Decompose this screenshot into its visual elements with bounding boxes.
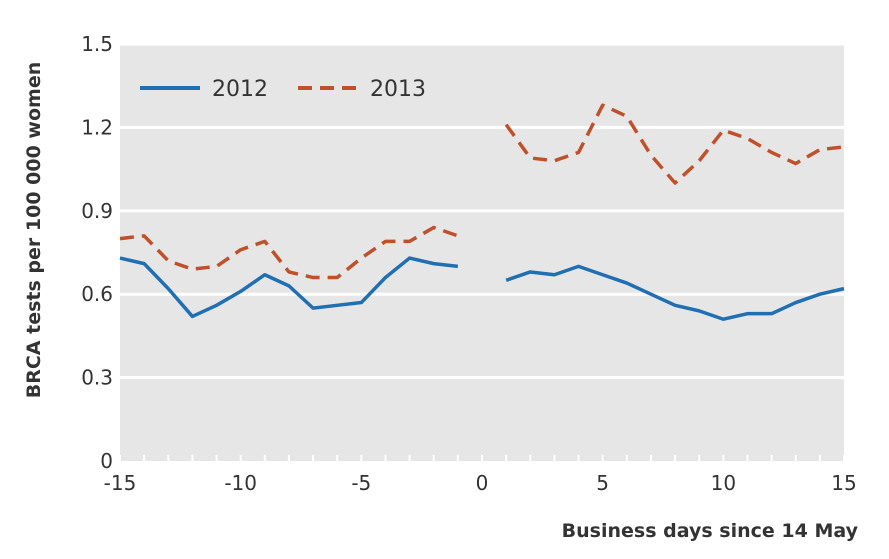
x-tick-label: 10 <box>711 471 736 495</box>
x-axis-title: Business days since 14 May <box>562 520 859 542</box>
series-line-2012 <box>119 256 459 319</box>
series-line-2013 <box>119 225 459 280</box>
plot-background <box>120 44 844 461</box>
y-axis-tick-labels: 0 0.3 0.6 0.9 1.2 1.5 <box>81 32 113 473</box>
y-tick-label: 0.6 <box>81 282 113 306</box>
x-tick-label: -10 <box>224 471 257 495</box>
legend: 2012 2013 <box>140 77 426 102</box>
series-line-2012 <box>505 264 845 321</box>
y-tick-label: 0.3 <box>81 366 113 390</box>
series-lines <box>119 103 845 321</box>
y-tick-label: 1.5 <box>81 32 113 56</box>
x-tick-label: 0 <box>476 471 489 495</box>
series-line-2013 <box>504 103 845 185</box>
y-tick-label: 0.9 <box>81 199 113 223</box>
gridlines <box>120 42 844 380</box>
y-tick-label: 0 <box>100 449 113 473</box>
x-tick-label: -15 <box>104 471 137 495</box>
x-axis-tick-labels: -15 -10 -5 0 5 10 15 <box>104 471 857 495</box>
y-tick-label: 1.2 <box>81 115 113 139</box>
x-axis-ticks <box>119 455 845 461</box>
x-tick-label: -5 <box>351 471 371 495</box>
legend-label-2013: 2013 <box>370 77 426 102</box>
x-tick-label: 15 <box>831 471 856 495</box>
legend-label-2012: 2012 <box>212 77 268 102</box>
y-axis-title: BRCA tests per 100 000 women <box>23 62 45 399</box>
x-tick-label: 5 <box>596 471 609 495</box>
